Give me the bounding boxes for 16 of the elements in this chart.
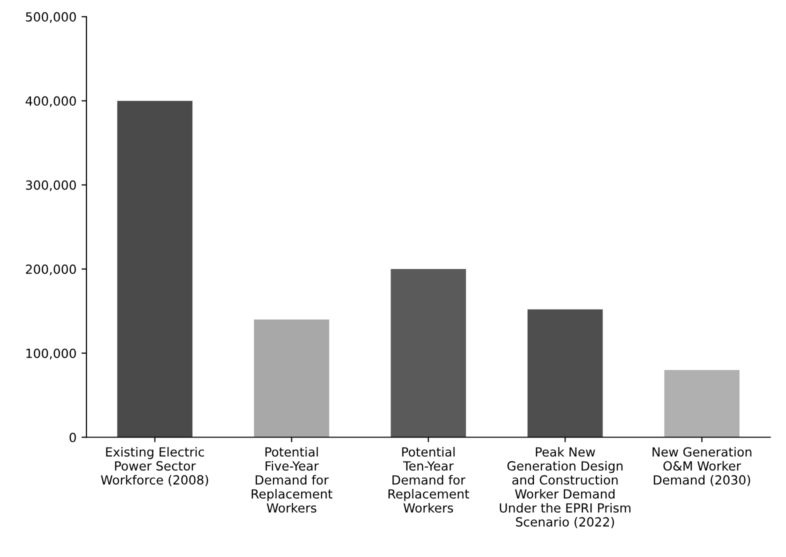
x-tick-label: Existing Electric Power Sector Workforce (2008) (100, 446, 208, 486)
x-tick-label: New Generation O&M Worker Demand (2030) (652, 446, 752, 486)
y-tick-label: 0 (70, 432, 76, 442)
bar (664, 370, 740, 438)
bar (390, 269, 466, 438)
bar (528, 309, 603, 438)
x-tick-label: Potential Five-Year Demand for Replacement Workers (252, 446, 332, 513)
bar (117, 100, 192, 438)
y-tick-label: 100,000 (26, 348, 76, 360)
y-tick-label: 400,000 (26, 96, 76, 108)
x-tick-label: Peak New Generation Design and Construction Worker Demand Under the EPRI Prism Scenario (2022) (500, 446, 630, 528)
y-tick-label: 200,000 (26, 264, 76, 276)
x-tick-label: Potential Ten-Year Demand for Replacement Workers (388, 446, 470, 513)
y-tick-label: 500,000 (26, 12, 76, 23)
bar (254, 319, 330, 438)
y-tick-label: 300,000 (26, 180, 76, 192)
